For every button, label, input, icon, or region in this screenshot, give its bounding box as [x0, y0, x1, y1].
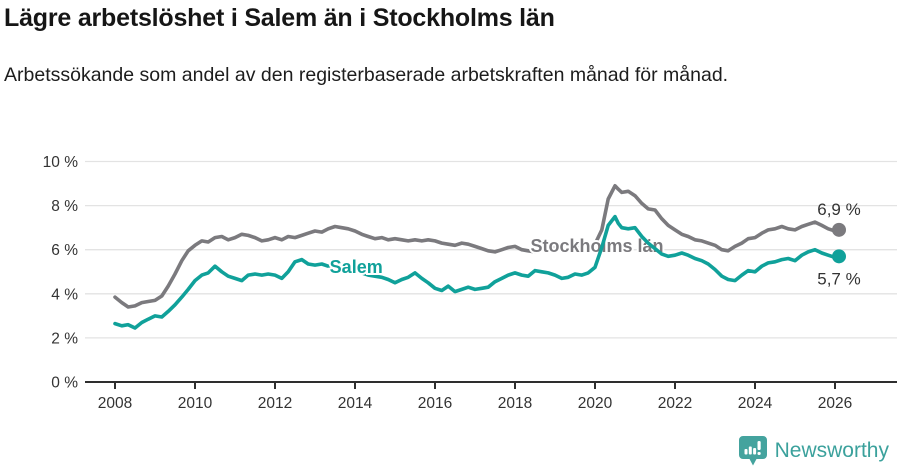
- series-end-value-salem: 5,7 %: [817, 269, 860, 288]
- x-axis-label: 2010: [178, 395, 213, 412]
- x-axis-label: 2020: [578, 395, 613, 412]
- brand-footer: Newsworthy: [738, 435, 889, 467]
- x-axis-label: 2026: [818, 395, 852, 412]
- y-axis-label: 4 %: [51, 286, 78, 303]
- x-axis-label: 2016: [418, 395, 452, 412]
- series-end-dot-stockholms-l-n: [832, 222, 846, 237]
- brand-name: Newsworthy: [774, 439, 889, 462]
- x-axis-label: 2024: [738, 395, 773, 412]
- series-line-salem: [113, 214, 841, 330]
- series-label-stockholms-l-n: Stockholms län: [530, 236, 663, 256]
- series-end-value-stockholms-l-n: 6,9 %: [817, 200, 860, 219]
- x-axis-label: 2022: [658, 395, 692, 412]
- y-axis-label: 10 %: [43, 154, 79, 171]
- x-axis-label: 2008: [98, 395, 132, 412]
- x-axis-label: 2018: [498, 395, 532, 412]
- y-axis-label: 2 %: [51, 330, 78, 347]
- y-axis-label: 8 %: [51, 198, 78, 215]
- y-axis-label: 6 %: [51, 242, 78, 259]
- y-axis-label: 0 %: [51, 375, 78, 392]
- newsworthy-logo-icon: [738, 436, 767, 466]
- x-axis-label: 2012: [258, 395, 292, 412]
- series-end-dot-salem: [832, 249, 846, 264]
- chart-subtitle: Arbetssökande som andel av den registerb…: [4, 64, 729, 86]
- x-axis-label: 2014: [338, 395, 373, 412]
- series-label-salem: Salem: [330, 257, 383, 277]
- chart-title: Lägre arbetslöshet i Salem än i Stockhol…: [4, 4, 555, 32]
- series-line-stockholms-l-n: [113, 184, 841, 309]
